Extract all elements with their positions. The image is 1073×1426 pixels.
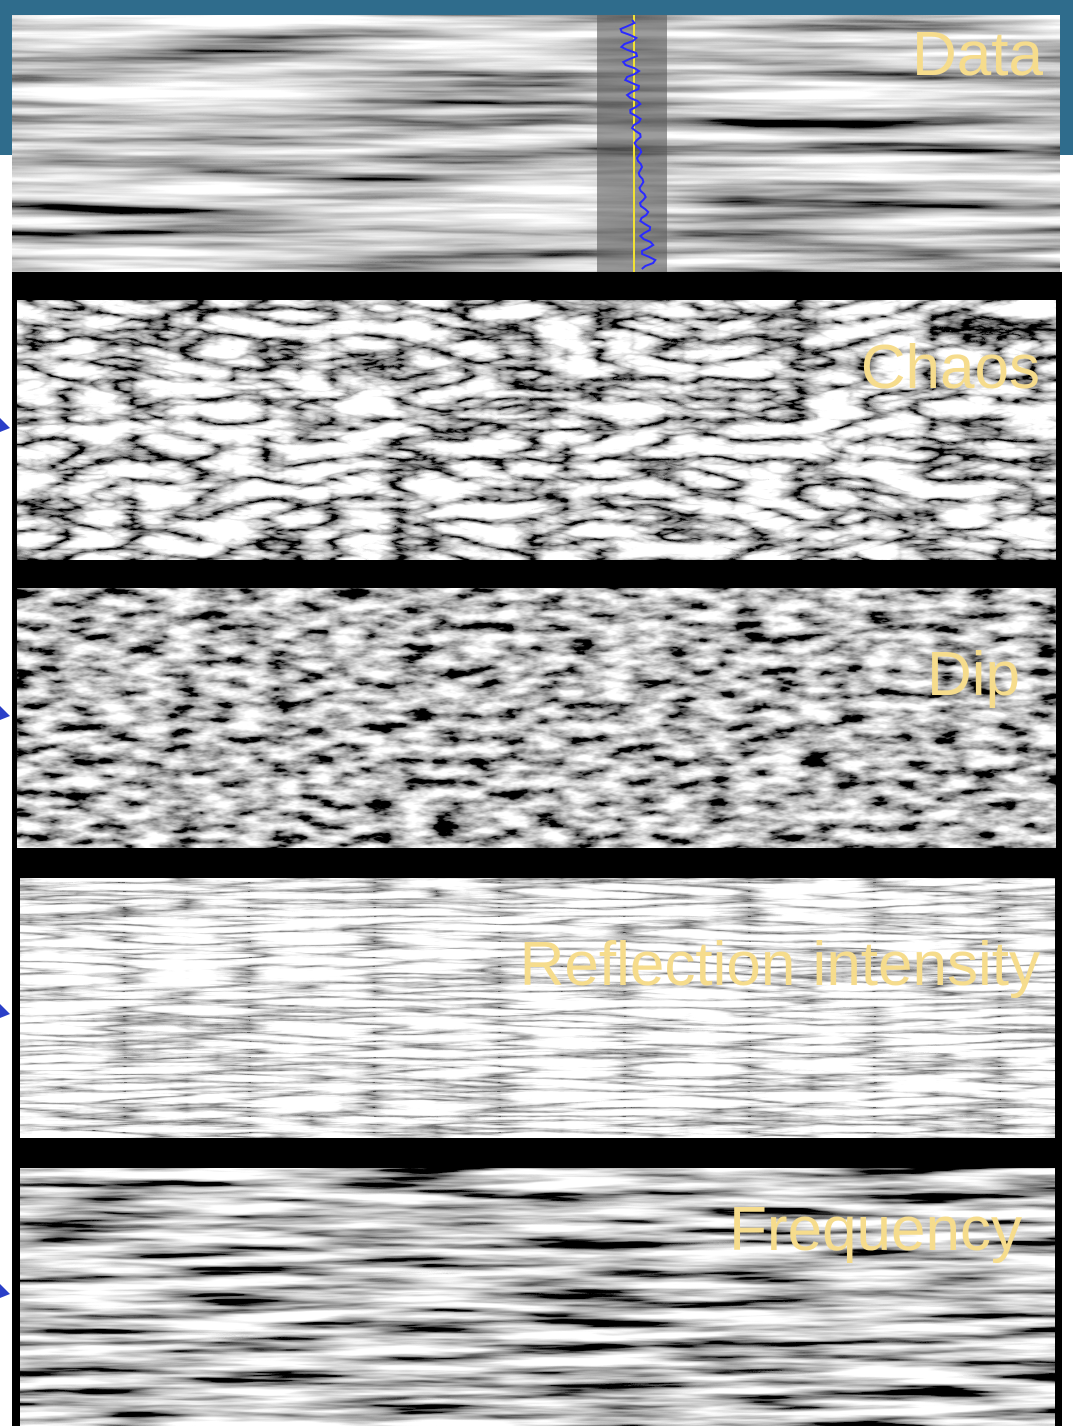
arrows: [0, 418, 10, 1298]
panel-label: Dip: [927, 640, 1020, 709]
well-log: [597, 15, 667, 272]
panel-image: [20, 878, 1055, 1138]
panel-label: Frequency: [729, 1195, 1022, 1264]
panel-label: Chaos: [861, 333, 1040, 402]
panel-image: [17, 588, 1056, 848]
panels: Data Chaos Dip Reflection intensity Frequenc…: [12, 15, 1060, 1426]
panel-label: Reflection intensity: [520, 930, 1040, 999]
panel-label: Data: [912, 20, 1043, 89]
arrow: [0, 418, 10, 432]
seismic-figure: Data Chaos Dip Reflection intensity Frequenc…: [0, 0, 1073, 1426]
arrow: [0, 1284, 10, 1298]
arrow: [0, 706, 10, 720]
panel-image: [12, 15, 1060, 272]
arrow: [0, 1004, 10, 1018]
well-strip: [597, 15, 667, 272]
